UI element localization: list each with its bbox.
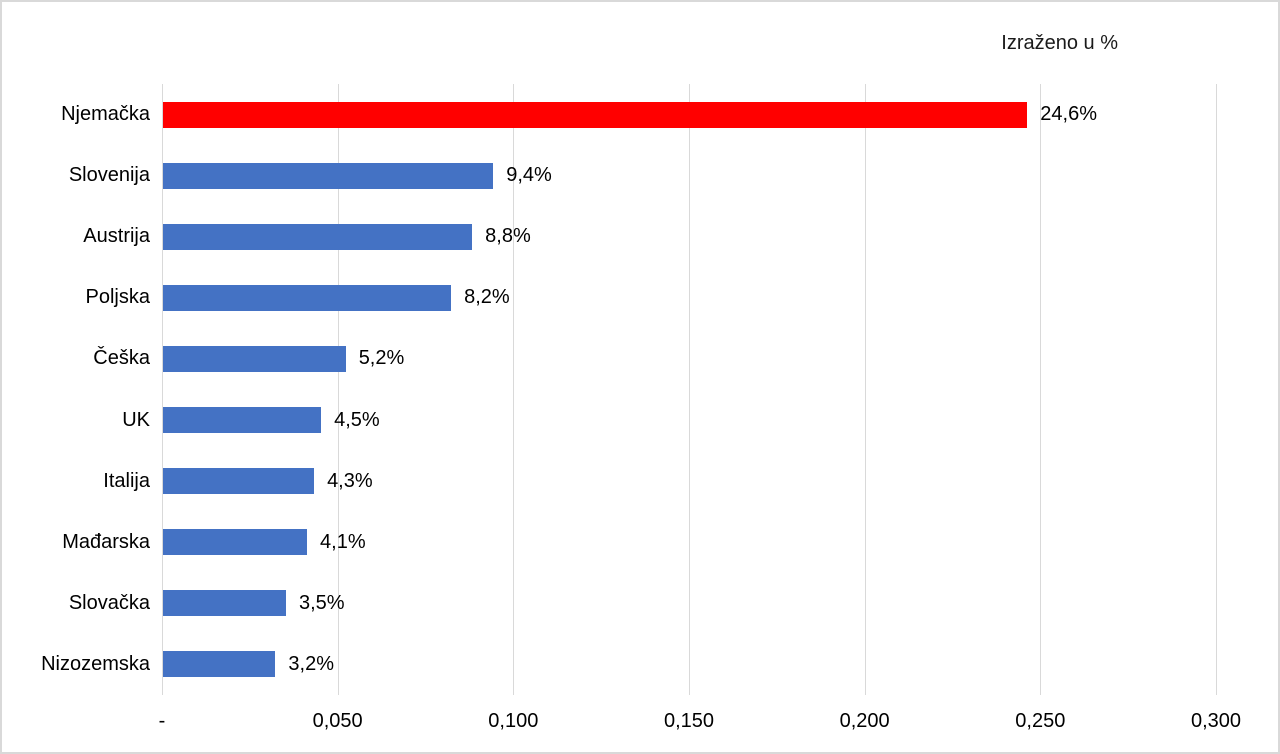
gridline (337, 84, 339, 695)
x-tick-label: 0,300 (1190, 710, 1242, 732)
category-label: Njemačka (61, 103, 150, 125)
x-tick-label: 0,100 (488, 710, 539, 732)
category-label: Mađarska (62, 530, 150, 553)
category-label: Austrija (83, 225, 150, 248)
category-label: Češka (93, 347, 150, 370)
x-tick-label: - (158, 710, 166, 732)
gridline (1040, 84, 1042, 695)
bar (163, 162, 494, 189)
gridline (162, 84, 163, 695)
bar (163, 529, 308, 556)
category-label: Slovenija (68, 164, 150, 187)
gridline (689, 84, 690, 695)
bar (163, 407, 322, 434)
category-label: Slovačka (68, 591, 150, 614)
bar (163, 284, 452, 311)
gridline (1216, 84, 1217, 695)
category-label: Nizozemska (41, 652, 150, 675)
x-tick-label: 0,150 (663, 710, 715, 732)
bar (163, 223, 473, 250)
value-label: 8,8% (485, 225, 531, 248)
x-tick-label: 0,250 (1015, 710, 1066, 732)
x-tick-label: 0,050 (312, 710, 363, 732)
value-label: 9,4% (506, 164, 552, 187)
value-label: 3,2% (288, 652, 335, 675)
value-label: 24,6% (1040, 103, 1097, 125)
bar (163, 590, 286, 617)
chart-title: Izraženo u % (1001, 32, 1118, 54)
bar (163, 345, 346, 372)
value-label: 4,5% (334, 408, 380, 431)
gridline (864, 84, 866, 695)
bar (163, 101, 1028, 128)
category-label: UK (122, 408, 150, 431)
x-tick-label: 0,200 (839, 710, 890, 732)
value-label: 4,3% (327, 469, 373, 492)
value-label: 4,1% (320, 530, 366, 553)
bar (163, 651, 276, 678)
category-label: Poljska (85, 286, 150, 309)
value-label: 5,2% (358, 347, 405, 370)
value-label: 8,2% (464, 286, 510, 309)
category-label: Italija (103, 469, 150, 492)
gridline (513, 84, 515, 695)
value-label: 3,5% (298, 591, 345, 614)
bar (163, 468, 315, 495)
